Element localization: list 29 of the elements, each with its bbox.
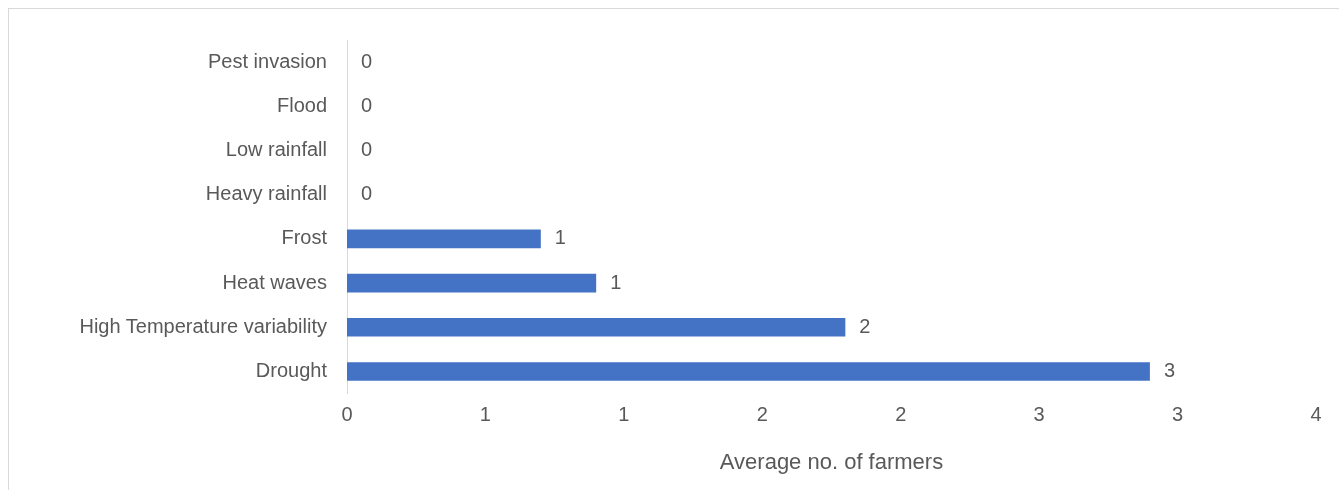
bar bbox=[347, 273, 597, 293]
x-tick-label: 2 bbox=[756, 403, 768, 426]
y-tick-label: Pest invasion bbox=[208, 49, 327, 72]
data-label: 3 bbox=[1163, 359, 1176, 382]
data-label: 2 bbox=[859, 314, 871, 337]
x-tick-label: 4 bbox=[1310, 403, 1322, 426]
y-tick-label: Heavy rainfall bbox=[205, 182, 327, 205]
data-label: 1 bbox=[554, 226, 566, 249]
x-tick-label: 3 bbox=[1172, 403, 1184, 426]
y-tick-label: Heat waves bbox=[222, 270, 327, 293]
x-tick-label: 1 bbox=[618, 403, 630, 426]
x-axis-title: Average no. of farmers bbox=[719, 448, 944, 474]
y-tick-label: High Temperature variability bbox=[79, 314, 327, 337]
bar bbox=[347, 229, 541, 249]
data-label: 0 bbox=[361, 138, 373, 161]
y-tick-label: Low rainfall bbox=[225, 138, 327, 161]
data-label: 1 bbox=[610, 270, 622, 293]
x-tick-label: 0 bbox=[341, 403, 353, 426]
bar bbox=[347, 362, 1150, 381]
x-tick-label: 2 bbox=[895, 403, 907, 426]
x-tick-label: 3 bbox=[1033, 403, 1045, 426]
y-tick-label: Drought bbox=[255, 359, 328, 382]
x-tick-label: 1 bbox=[479, 403, 491, 426]
data-label: 0 bbox=[361, 93, 373, 116]
data-label: 0 bbox=[361, 49, 373, 72]
y-tick-label: Flood bbox=[276, 93, 327, 116]
y-tick-label: Frost bbox=[281, 226, 328, 249]
data-label: 0 bbox=[361, 182, 373, 205]
bar bbox=[347, 318, 846, 337]
